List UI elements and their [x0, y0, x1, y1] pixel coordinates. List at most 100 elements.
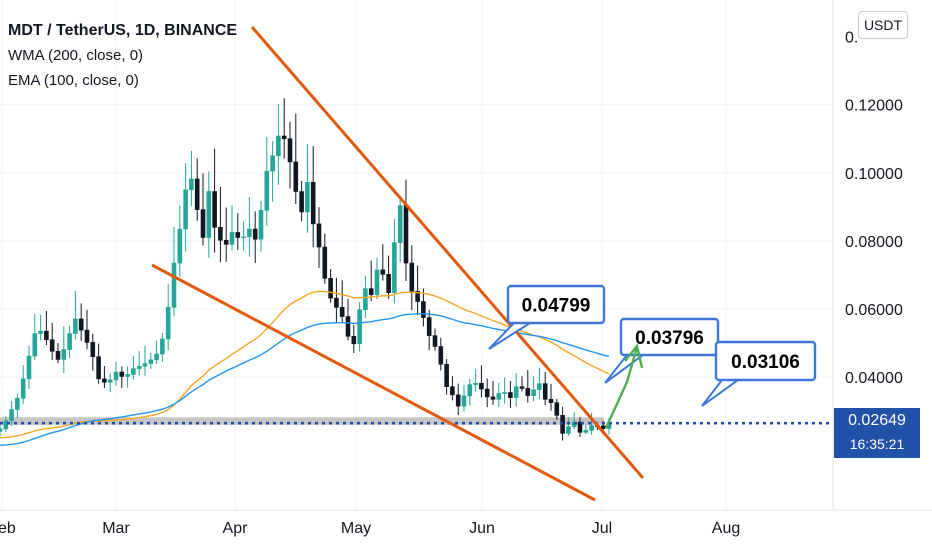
- candle: [229, 205, 235, 251]
- candle: [206, 171, 212, 258]
- support-zone: [0, 417, 604, 425]
- candle: [281, 98, 287, 159]
- candle: [513, 373, 519, 407]
- candle: [38, 314, 43, 341]
- candle: [113, 361, 119, 386]
- candle: [316, 207, 322, 268]
- candle: [200, 173, 206, 246]
- candle: [566, 417, 571, 436]
- current-price-tag: 0.02649 16:35:21: [834, 408, 920, 458]
- candle: [386, 255, 391, 299]
- candle: [15, 393, 20, 418]
- time-axis: Feb Mar Apr May Jun Jul Aug: [0, 520, 740, 537]
- candle: [119, 366, 125, 389]
- candle: [165, 284, 171, 351]
- projection-arrow[interactable]: [604, 343, 644, 429]
- candle: [136, 351, 142, 376]
- candle: [20, 365, 26, 404]
- symbol-title[interactable]: MDT / TetherUS, 1D, BINANCE: [8, 22, 238, 39]
- price-axis: 0.12000 0.10000 0.08000 0.06000 0.04000 0.: [845, 30, 903, 388]
- candle: [131, 356, 136, 380]
- candle: [490, 381, 496, 405]
- upper-trendline[interactable]: [250, 26, 645, 479]
- candle: [241, 221, 246, 251]
- candle: [78, 303, 84, 341]
- candle: [107, 373, 113, 392]
- candle: [334, 277, 339, 324]
- current-price-value: 0.02649: [848, 412, 906, 429]
- candle: [554, 398, 560, 420]
- candle: [252, 211, 258, 264]
- candle: [392, 218, 397, 304]
- candle: [299, 180, 304, 222]
- x-tick-label: Feb: [0, 520, 16, 537]
- ema-legend[interactable]: EMA (100, close, 0): [8, 72, 139, 89]
- x-tick-label: Mar: [102, 520, 130, 537]
- y-tick-label-partial: 0.: [845, 30, 858, 47]
- y-tick-label: 0.12000: [845, 98, 903, 115]
- x-tick-label: Jun: [469, 520, 495, 537]
- candle: [426, 309, 432, 351]
- candle: [235, 213, 241, 250]
- candle: [73, 290, 78, 340]
- y-tick-label: 0.04000: [845, 370, 903, 387]
- candle: [310, 146, 316, 248]
- candle: [276, 104, 281, 185]
- candle: [438, 337, 444, 371]
- candle: [357, 302, 362, 352]
- candle: [270, 141, 275, 202]
- candle: [49, 322, 55, 361]
- candle: [531, 376, 536, 402]
- legend: MDT / TetherUS, 1D, BINANCE WMA (200, cl…: [8, 18, 237, 93]
- candle: [154, 340, 159, 364]
- candle: [61, 326, 67, 373]
- y-tick-label: 0.06000: [845, 302, 903, 319]
- price-target-callout[interactable]: 0.03106: [701, 340, 817, 407]
- grid: [0, 0, 833, 510]
- candle: [409, 245, 415, 311]
- candle: [293, 113, 299, 204]
- candle: [479, 365, 484, 398]
- candle: [461, 384, 467, 412]
- candle: [583, 424, 589, 435]
- candle: [374, 257, 380, 300]
- candle: [444, 359, 449, 395]
- x-tick-label: Apr: [223, 520, 249, 537]
- candle: [548, 383, 554, 411]
- candle: [194, 158, 200, 221]
- candle: [577, 417, 583, 437]
- candle: [484, 378, 490, 408]
- x-tick-label: Jul: [592, 520, 612, 537]
- candle: [502, 377, 507, 404]
- candle: [223, 207, 229, 262]
- candle: [84, 309, 90, 350]
- candle: [3, 416, 9, 433]
- candle: [177, 205, 183, 277]
- callout-label: 0.04799: [522, 296, 591, 317]
- candle: [467, 378, 473, 406]
- candle: [247, 197, 252, 257]
- candle: [542, 371, 548, 406]
- candle: [171, 226, 177, 317]
- candle: [305, 144, 310, 233]
- candlestick-series: [0, 98, 612, 441]
- candle: [9, 400, 14, 426]
- candle: [421, 288, 426, 327]
- candle: [102, 365, 107, 388]
- wma-legend[interactable]: WMA (200, close, 0): [8, 47, 144, 64]
- candle: [148, 352, 154, 369]
- y-tick-label: 0.08000: [845, 234, 903, 251]
- currency-button[interactable]: USDT: [858, 11, 908, 39]
- candle: [525, 370, 531, 403]
- candle: [455, 383, 461, 416]
- candle: [55, 342, 61, 364]
- candle: [96, 343, 101, 384]
- price-target-callout[interactable]: 0.04799: [488, 284, 606, 350]
- candle: [328, 269, 333, 303]
- callout-label: 0.03796: [635, 328, 704, 349]
- candle: [218, 186, 223, 263]
- candle: [450, 376, 455, 401]
- candle: [183, 163, 188, 252]
- lower-trendline[interactable]: [151, 263, 596, 502]
